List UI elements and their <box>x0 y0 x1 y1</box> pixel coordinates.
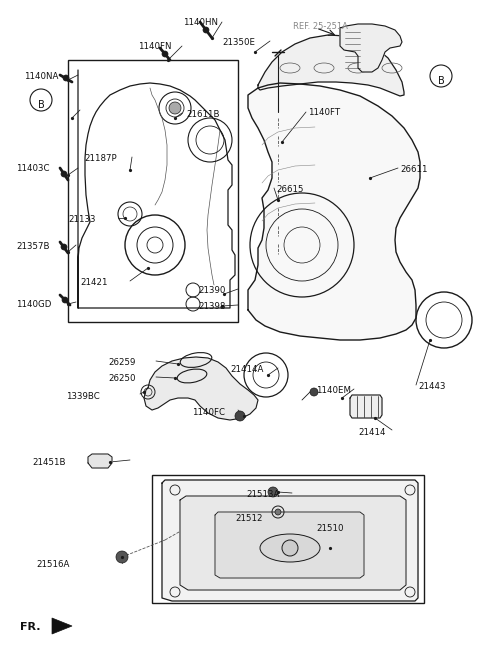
Polygon shape <box>162 480 418 601</box>
Ellipse shape <box>260 534 320 562</box>
Polygon shape <box>258 35 404 96</box>
Text: 21390: 21390 <box>198 286 226 295</box>
Circle shape <box>62 297 68 303</box>
Text: B: B <box>438 76 444 86</box>
Text: 21421: 21421 <box>80 278 108 287</box>
Text: FR.: FR. <box>20 622 40 632</box>
Circle shape <box>116 551 128 563</box>
Circle shape <box>203 27 209 33</box>
Text: 21611B: 21611B <box>186 110 219 119</box>
Text: 21512: 21512 <box>235 514 263 523</box>
Text: 1140GD: 1140GD <box>16 300 51 309</box>
Polygon shape <box>248 83 420 340</box>
Text: 21414: 21414 <box>358 428 385 437</box>
Text: 1140EM: 1140EM <box>316 386 351 395</box>
Polygon shape <box>88 454 112 468</box>
Circle shape <box>162 51 168 57</box>
Circle shape <box>63 75 69 81</box>
Text: 21516A: 21516A <box>36 560 70 569</box>
Text: 26615: 26615 <box>276 185 303 194</box>
Text: 21350E: 21350E <box>222 38 255 47</box>
Text: 21187P: 21187P <box>84 154 117 163</box>
Text: 21451B: 21451B <box>32 458 65 467</box>
Text: 11403C: 11403C <box>16 164 49 173</box>
Polygon shape <box>144 357 258 420</box>
Polygon shape <box>350 395 382 418</box>
Text: REF. 25-251A: REF. 25-251A <box>293 22 348 31</box>
Circle shape <box>61 244 67 250</box>
Text: 21443: 21443 <box>418 382 445 391</box>
Text: 21513A: 21513A <box>246 490 279 499</box>
Text: 1140FN: 1140FN <box>138 42 171 51</box>
Text: 26611: 26611 <box>400 165 428 174</box>
Text: 1339BC: 1339BC <box>66 392 100 401</box>
Text: B: B <box>37 100 44 110</box>
Text: 21398: 21398 <box>198 302 226 311</box>
Circle shape <box>169 102 181 114</box>
Circle shape <box>275 509 281 515</box>
Text: 21510: 21510 <box>316 524 344 533</box>
Bar <box>152 475 424 603</box>
Circle shape <box>310 388 318 396</box>
Text: 1140FT: 1140FT <box>308 108 340 117</box>
Circle shape <box>268 487 278 497</box>
Text: 1140HN: 1140HN <box>183 18 218 27</box>
Text: 26250: 26250 <box>108 374 135 383</box>
Text: 1140FC: 1140FC <box>192 408 225 417</box>
Polygon shape <box>340 24 402 72</box>
Text: 26259: 26259 <box>108 358 135 367</box>
Text: 1140NA: 1140NA <box>24 72 59 81</box>
Circle shape <box>61 171 67 177</box>
Polygon shape <box>52 618 72 634</box>
Text: 21133: 21133 <box>68 215 96 224</box>
Bar <box>68 60 238 322</box>
Polygon shape <box>180 496 406 590</box>
Circle shape <box>235 411 245 421</box>
Text: 21357B: 21357B <box>16 242 49 251</box>
Text: 21414A: 21414A <box>230 365 264 374</box>
Circle shape <box>282 540 298 556</box>
Polygon shape <box>215 512 364 578</box>
